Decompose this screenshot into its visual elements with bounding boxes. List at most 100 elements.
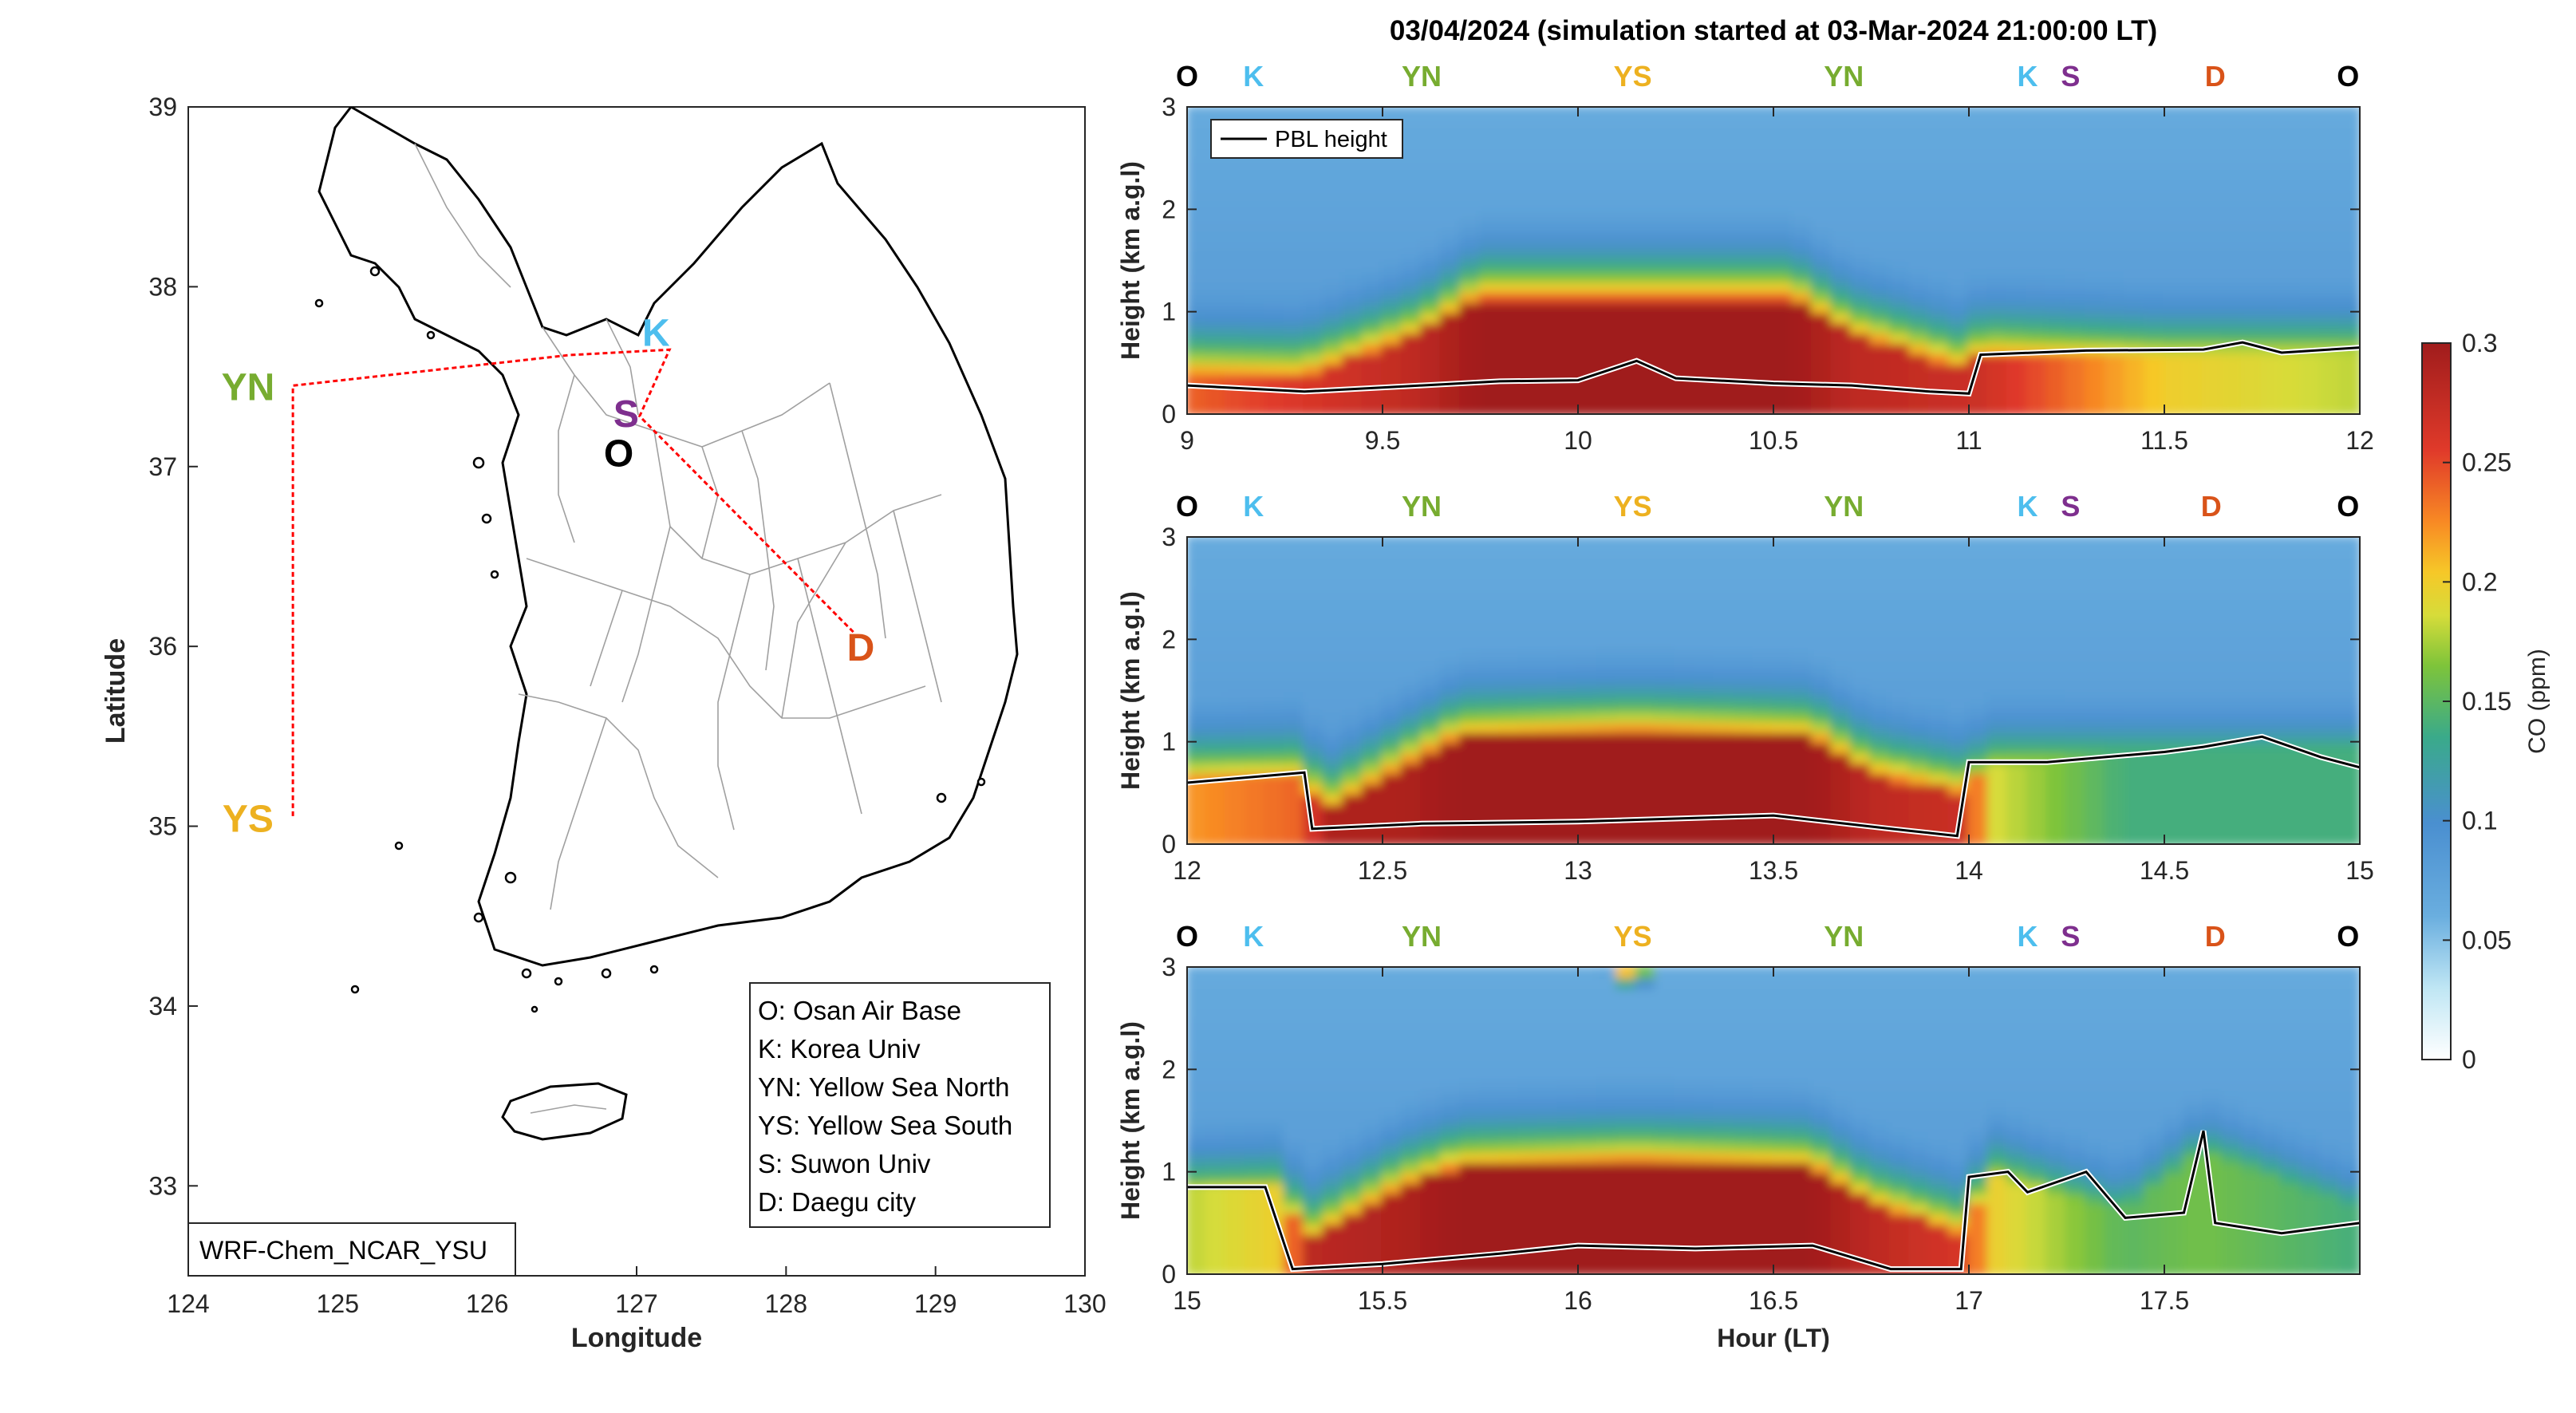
map-y-tick-label: 33 [148, 1171, 177, 1200]
co-heatmap-cell [1791, 279, 1814, 293]
co-heatmap-cell [1967, 1119, 1990, 1133]
co-heatmap-cell [1400, 1047, 1423, 1061]
co-heatmap-cell [1381, 720, 1404, 733]
co-heatmap-cell [2299, 146, 2322, 160]
co-heatmap-cell [1908, 1098, 1931, 1112]
co-heatmap-cell [1478, 1170, 1501, 1184]
co-heatmap-cell [1264, 781, 1287, 795]
site-marker-o: O [1176, 490, 1198, 523]
co-heatmap-cell [1986, 576, 2010, 590]
co-heatmap-cell [1244, 1201, 1267, 1214]
co-heatmap-cell [1928, 1088, 1951, 1102]
co-heatmap-cell [2260, 606, 2283, 621]
co-heatmap-cell [1439, 299, 1462, 314]
co-heatmap-cell [1869, 146, 1892, 160]
co-heatmap-cell [1830, 537, 1853, 549]
co-heatmap-cell [1733, 228, 1756, 242]
co-heatmap-cell [1361, 1078, 1384, 1091]
co-heatmap-cell [1498, 1180, 1521, 1194]
co-heatmap-cell [1694, 259, 1717, 273]
site-legend-item: K: Korea Univ [758, 1034, 921, 1064]
co-heatmap-cell [2280, 187, 2303, 201]
co-heatmap-cell [1517, 689, 1540, 703]
co-heatmap-cell [1459, 1231, 1482, 1245]
co-heatmap-cell [1576, 310, 1600, 324]
site-legend-item: D: Daegu city [758, 1187, 917, 1217]
co-heatmap-cell [1713, 107, 1736, 119]
co-heatmap-cell [1674, 207, 1697, 222]
co-heatmap-cell [1459, 720, 1482, 733]
co-heatmap-cell [1694, 791, 1717, 805]
co-heatmap-cell [1635, 107, 1658, 119]
co-heatmap-cell [1361, 279, 1384, 293]
co-heatmap-cell [2221, 750, 2244, 764]
co-heatmap-cell [1889, 555, 1912, 570]
co-heatmap-cell [1713, 320, 1736, 334]
co-heatmap-cell [1244, 709, 1267, 723]
co-heatmap-cell [2260, 259, 2283, 273]
co-heatmap-cell [2085, 248, 2108, 262]
co-heatmap-cell [1420, 729, 1443, 744]
co-heatmap-cell [2338, 107, 2360, 119]
co-heatmap-cell [2163, 351, 2186, 365]
co-heatmap-cell [1596, 791, 1619, 805]
co-heatmap-cell [2065, 740, 2088, 754]
co-heatmap-cell [2006, 115, 2030, 129]
co-heatmap-cell [1713, 228, 1736, 242]
co-heatmap-cell [2065, 791, 2088, 805]
co-heatmap-cell [1713, 259, 1736, 273]
co-heatmap-cell [1811, 1078, 1834, 1091]
co-heatmap-cell [1908, 1108, 1931, 1123]
co-heatmap-cell [1733, 1190, 1756, 1205]
co-heatmap-cell [1517, 279, 1540, 293]
co-heatmap-cell [1811, 689, 1834, 703]
co-heatmap-cell [1556, 617, 1580, 631]
co-heatmap-cell [2065, 167, 2088, 180]
co-heatmap-cell [2143, 771, 2166, 784]
co-heatmap-cell [1791, 760, 1814, 775]
co-heatmap-cell [1517, 1252, 1540, 1266]
co-heatmap-cell [1908, 1211, 1931, 1225]
co-heatmap-cell [1889, 279, 1912, 293]
co-heatmap-cell [1498, 1190, 1521, 1205]
co-heatmap-cell [1791, 136, 1814, 150]
co-heatmap-cell [1967, 771, 1990, 784]
co-heatmap-cell [2182, 791, 2205, 805]
co-heatmap-cell [1791, 678, 1814, 693]
co-heatmap-cell [1303, 207, 1326, 222]
co-heatmap-cell [1986, 545, 2010, 559]
co-heatmap-cell [2006, 136, 2030, 150]
co-heatmap-cell [1187, 967, 1209, 979]
co-heatmap-cell [1322, 537, 1345, 549]
co-heatmap-cell [1830, 228, 1853, 242]
co-heatmap-cell [1986, 392, 2010, 406]
co-heatmap-cell [1908, 771, 1931, 784]
co-heatmap-cell [1205, 555, 1228, 570]
co-heatmap-cell [1420, 1170, 1443, 1184]
co-heatmap-cell [1244, 187, 1267, 201]
co-heatmap-cell [1322, 238, 1345, 252]
co-heatmap-cell [1733, 146, 1756, 160]
co-heatmap-cell [1187, 228, 1209, 242]
co-heatmap-cell [1713, 750, 1736, 764]
co-heatmap-cell [1537, 1129, 1560, 1143]
co-heatmap-cell [2045, 555, 2069, 570]
co-heatmap-cell [1303, 637, 1326, 652]
co-heatmap-cell [1811, 1252, 1834, 1266]
co-heatmap-cell [1811, 218, 1834, 231]
co-heatmap-cell [1205, 750, 1228, 764]
co-heatmap-cell [2124, 187, 2147, 201]
co-heatmap-cell [2065, 115, 2088, 129]
co-heatmap-cell [1889, 1180, 1912, 1194]
co-heatmap-cell [2104, 125, 2127, 140]
co-heatmap-cell [1187, 167, 1209, 180]
co-heatmap-cell [1752, 689, 1775, 703]
co-heatmap-cell [1283, 1098, 1306, 1112]
co-heatmap-cell [2299, 791, 2322, 805]
co-heatmap-cell [2221, 167, 2244, 180]
co-heatmap-cell [1283, 606, 1306, 621]
co-heatmap-cell [1361, 1190, 1384, 1205]
co-heatmap-cell [1244, 290, 1267, 303]
co-heatmap-cell [1478, 566, 1501, 580]
co-heatmap-cell [2104, 597, 2127, 610]
